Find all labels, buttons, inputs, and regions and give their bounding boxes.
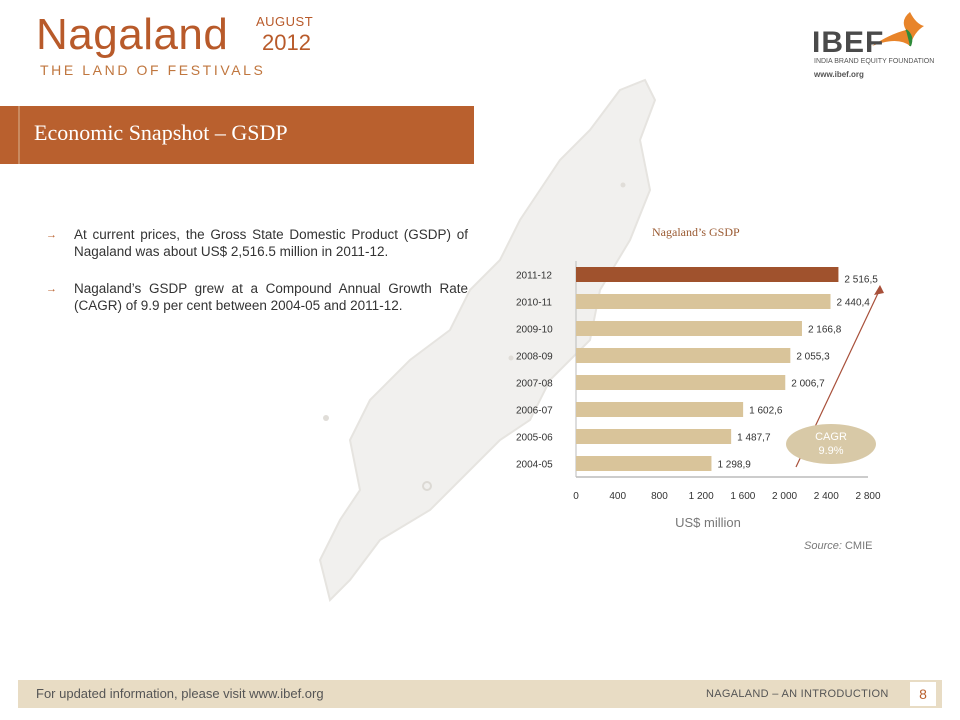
source-value: CMIE (844, 540, 873, 552)
data-label: 2 516,5 (844, 275, 878, 286)
logo-wordmark: IBEF (812, 26, 885, 59)
section-title: Economic Snapshot – GSDP (34, 120, 288, 145)
category-label: 2008-09 (516, 352, 553, 363)
x-tick-label: 400 (609, 491, 626, 502)
x-axis-title: US$ million (675, 515, 741, 530)
footer-note: For updated information, please visit ww… (36, 686, 324, 701)
cagr-label: CAGR (815, 431, 847, 443)
map-outline-background (318, 78, 657, 602)
arrow-right-icon: → (46, 229, 57, 241)
section-banner: Economic Snapshot – GSDP (0, 106, 474, 164)
banner-divider (18, 106, 20, 164)
date-month: AUGUST (256, 14, 314, 29)
category-label: 2007-08 (516, 379, 553, 390)
bar (576, 267, 839, 282)
bar (576, 348, 791, 363)
arrow-right-icon: → (46, 283, 57, 295)
bullet-item: → Nagaland’s GSDP grew at a Compound Ann… (46, 280, 468, 314)
category-label: 2005-06 (516, 433, 553, 444)
gsdp-bar-chart: 2011-12 2 516,5 2010-11 2 440,4 2009-10 2 166… (516, 261, 884, 530)
cagr-value: 9.9% (818, 445, 844, 457)
data-label: 2 055,3 (796, 352, 830, 363)
cagr-annotation: CAGR 9.9% (786, 424, 876, 464)
x-tick-label: 1 600 (730, 491, 755, 502)
bar (576, 294, 831, 309)
data-label: 2 166,8 (808, 325, 842, 336)
x-tick-label: 2 400 (814, 491, 839, 502)
data-label: 1 298,9 (717, 460, 751, 471)
date-year: 2012 (262, 30, 311, 55)
bar (576, 321, 802, 336)
bullet-text: At current prices, the Gross State Domes… (74, 227, 468, 259)
source-label: Source: (804, 540, 842, 552)
category-label: 2011-12 (516, 271, 552, 282)
data-label: 1 487,7 (737, 433, 771, 444)
page-subtitle: THE LAND OF FESTIVALS (40, 62, 266, 78)
category-label: 2004-05 (516, 460, 553, 471)
footer-bar: For updated information, please visit ww… (18, 680, 942, 708)
bullet-item: → At current prices, the Gross State Dom… (46, 226, 468, 260)
data-label: 2 440,4 (836, 298, 870, 309)
source-note: Source: CMIE (804, 540, 872, 552)
chart-title: Nagaland’s GSDP (652, 225, 740, 239)
bar (576, 429, 732, 444)
ibef-logo: IBEF INDIA BRAND EQUITY FOUNDATION www.i… (812, 6, 934, 86)
logo-url: www.ibef.org (814, 70, 864, 79)
bar (576, 375, 786, 390)
page-title: Nagaland (36, 10, 229, 59)
category-label: 2009-10 (516, 325, 553, 336)
page-number: 8 (910, 682, 936, 706)
x-tick-label: 2 800 (855, 491, 880, 502)
category-label: 2010-11 (516, 298, 552, 309)
data-label: 2 006,7 (791, 379, 825, 390)
footer-section: NAGALAND – AN INTRODUCTION (706, 688, 889, 700)
x-tick-label: 1 200 (689, 491, 714, 502)
logo-tagline: INDIA BRAND EQUITY FOUNDATION (814, 58, 935, 65)
x-tick-label: 0 (573, 491, 579, 502)
arrowhead-icon (874, 285, 884, 295)
bar (576, 402, 744, 417)
bullet-list: → At current prices, the Gross State Dom… (46, 226, 468, 334)
x-tick-label: 800 (651, 491, 668, 502)
category-label: 2006-07 (516, 406, 553, 417)
bullet-text: Nagaland’s GSDP grew at a Compound Annua… (74, 281, 468, 313)
x-tick-label: 2 000 (772, 491, 797, 502)
data-label: 1 602,6 (749, 406, 783, 417)
bar (576, 456, 712, 471)
bird-icon (872, 12, 924, 47)
